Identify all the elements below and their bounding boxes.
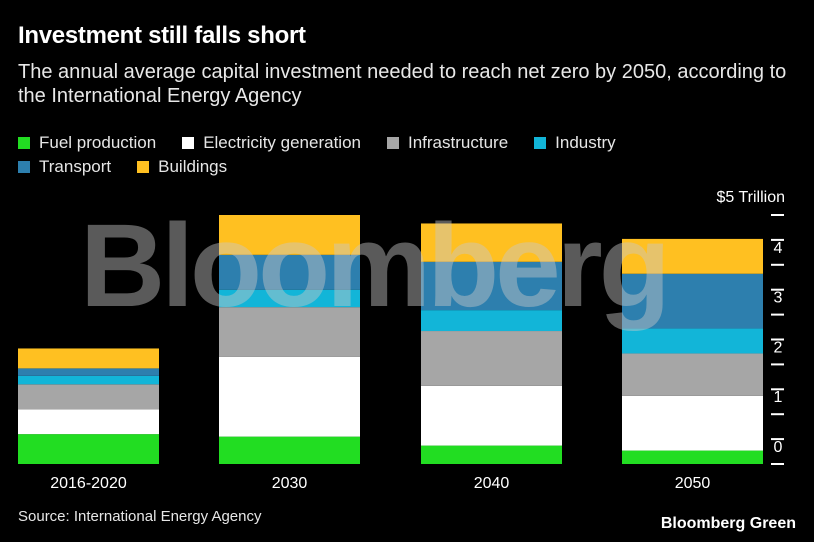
chart-subtitle: The annual average capital investment ne… (18, 61, 787, 107)
legend-item-fuel-production: Fuel production (18, 133, 156, 153)
legend-item-buildings: Buildings (137, 157, 227, 177)
bar-segment-electricity-generation (622, 395, 763, 451)
bar-segment-industry (219, 289, 360, 308)
legend-row-2: Transport Buildings (18, 155, 738, 179)
legend-swatch (137, 161, 150, 173)
legend-item-transport: Transport (18, 157, 111, 177)
y-tick-label: $5 Trillion (717, 189, 785, 206)
legend-label: Industry (555, 133, 616, 152)
chart-title: Investment still falls short (18, 22, 306, 49)
legend-row-1: Fuel production Electricity generation I… (18, 131, 738, 155)
bar-segment-transport (421, 261, 562, 311)
legend: Fuel production Electricity generation I… (18, 131, 738, 179)
legend-item-infrastructure: Infrastructure (387, 133, 508, 153)
legend-item-electricity-generation: Electricity generation (182, 133, 361, 153)
legend-label: Infrastructure (408, 133, 509, 152)
legend-label: Fuel production (39, 133, 157, 152)
bar-segment-electricity-generation (219, 356, 360, 437)
source-note: Source: International Energy Agency (18, 508, 262, 525)
bar-segment-transport (622, 273, 763, 329)
x-tick-label: 2016-2020 (50, 475, 127, 492)
bar-segment-buildings (421, 223, 562, 262)
bar-segment-fuel-production (622, 450, 763, 464)
bar-segment-buildings (18, 348, 159, 369)
bar-segment-infrastructure (18, 384, 159, 410)
legend-item-industry: Industry (534, 133, 616, 153)
x-tick-label: 2050 (675, 475, 711, 492)
bar-segment-transport (18, 368, 159, 376)
bar-segment-industry (622, 328, 763, 354)
bar-segment-infrastructure (219, 307, 360, 357)
y-tick-label: 2 (774, 339, 783, 356)
bar-segment-infrastructure (622, 353, 763, 396)
bar-segment-industry (18, 375, 159, 385)
legend-swatch (182, 137, 195, 149)
bar-segment-transport (219, 254, 360, 290)
bar-segment-electricity-generation (421, 385, 562, 446)
legend-swatch (18, 161, 30, 173)
x-tick-label: 2040 (474, 475, 510, 492)
bar-segment-fuel-production (219, 436, 360, 464)
bar-segment-buildings (622, 238, 763, 274)
bar-segment-industry (421, 310, 562, 332)
legend-swatch (18, 137, 30, 149)
bar-segment-fuel-production (18, 434, 159, 464)
bar-segment-infrastructure (421, 331, 562, 386)
legend-swatch (387, 137, 399, 149)
bar-segment-buildings (219, 215, 360, 255)
legend-label: Electricity generation (203, 133, 361, 152)
legend-swatch (534, 137, 547, 149)
legend-label: Transport (39, 157, 112, 176)
x-tick-label: 2030 (272, 475, 308, 492)
legend-label: Buildings (158, 157, 228, 176)
bar-segment-fuel-production (421, 445, 562, 464)
brand-logo: Bloomberg Green (660, 515, 796, 532)
bar-segment-electricity-generation (18, 409, 159, 435)
y-tick-label: 1 (774, 389, 783, 406)
y-tick-label: 4 (774, 240, 783, 257)
y-tick-label: 3 (774, 290, 783, 307)
y-tick-label: 0 (774, 439, 783, 456)
